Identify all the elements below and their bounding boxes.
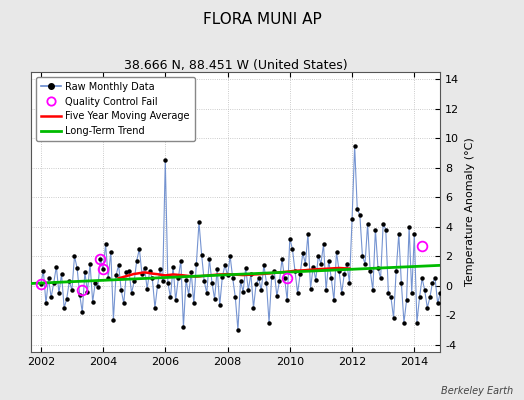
Text: Berkeley Earth: Berkeley Earth <box>441 386 514 396</box>
Title: 38.666 N, 88.451 W (United States): 38.666 N, 88.451 W (United States) <box>124 59 347 72</box>
Text: FLORA MUNI AP: FLORA MUNI AP <box>203 12 321 27</box>
Legend: Raw Monthly Data, Quality Control Fail, Five Year Moving Average, Long-Term Tren: Raw Monthly Data, Quality Control Fail, … <box>36 77 195 141</box>
Y-axis label: Temperature Anomaly (°C): Temperature Anomaly (°C) <box>465 138 475 286</box>
